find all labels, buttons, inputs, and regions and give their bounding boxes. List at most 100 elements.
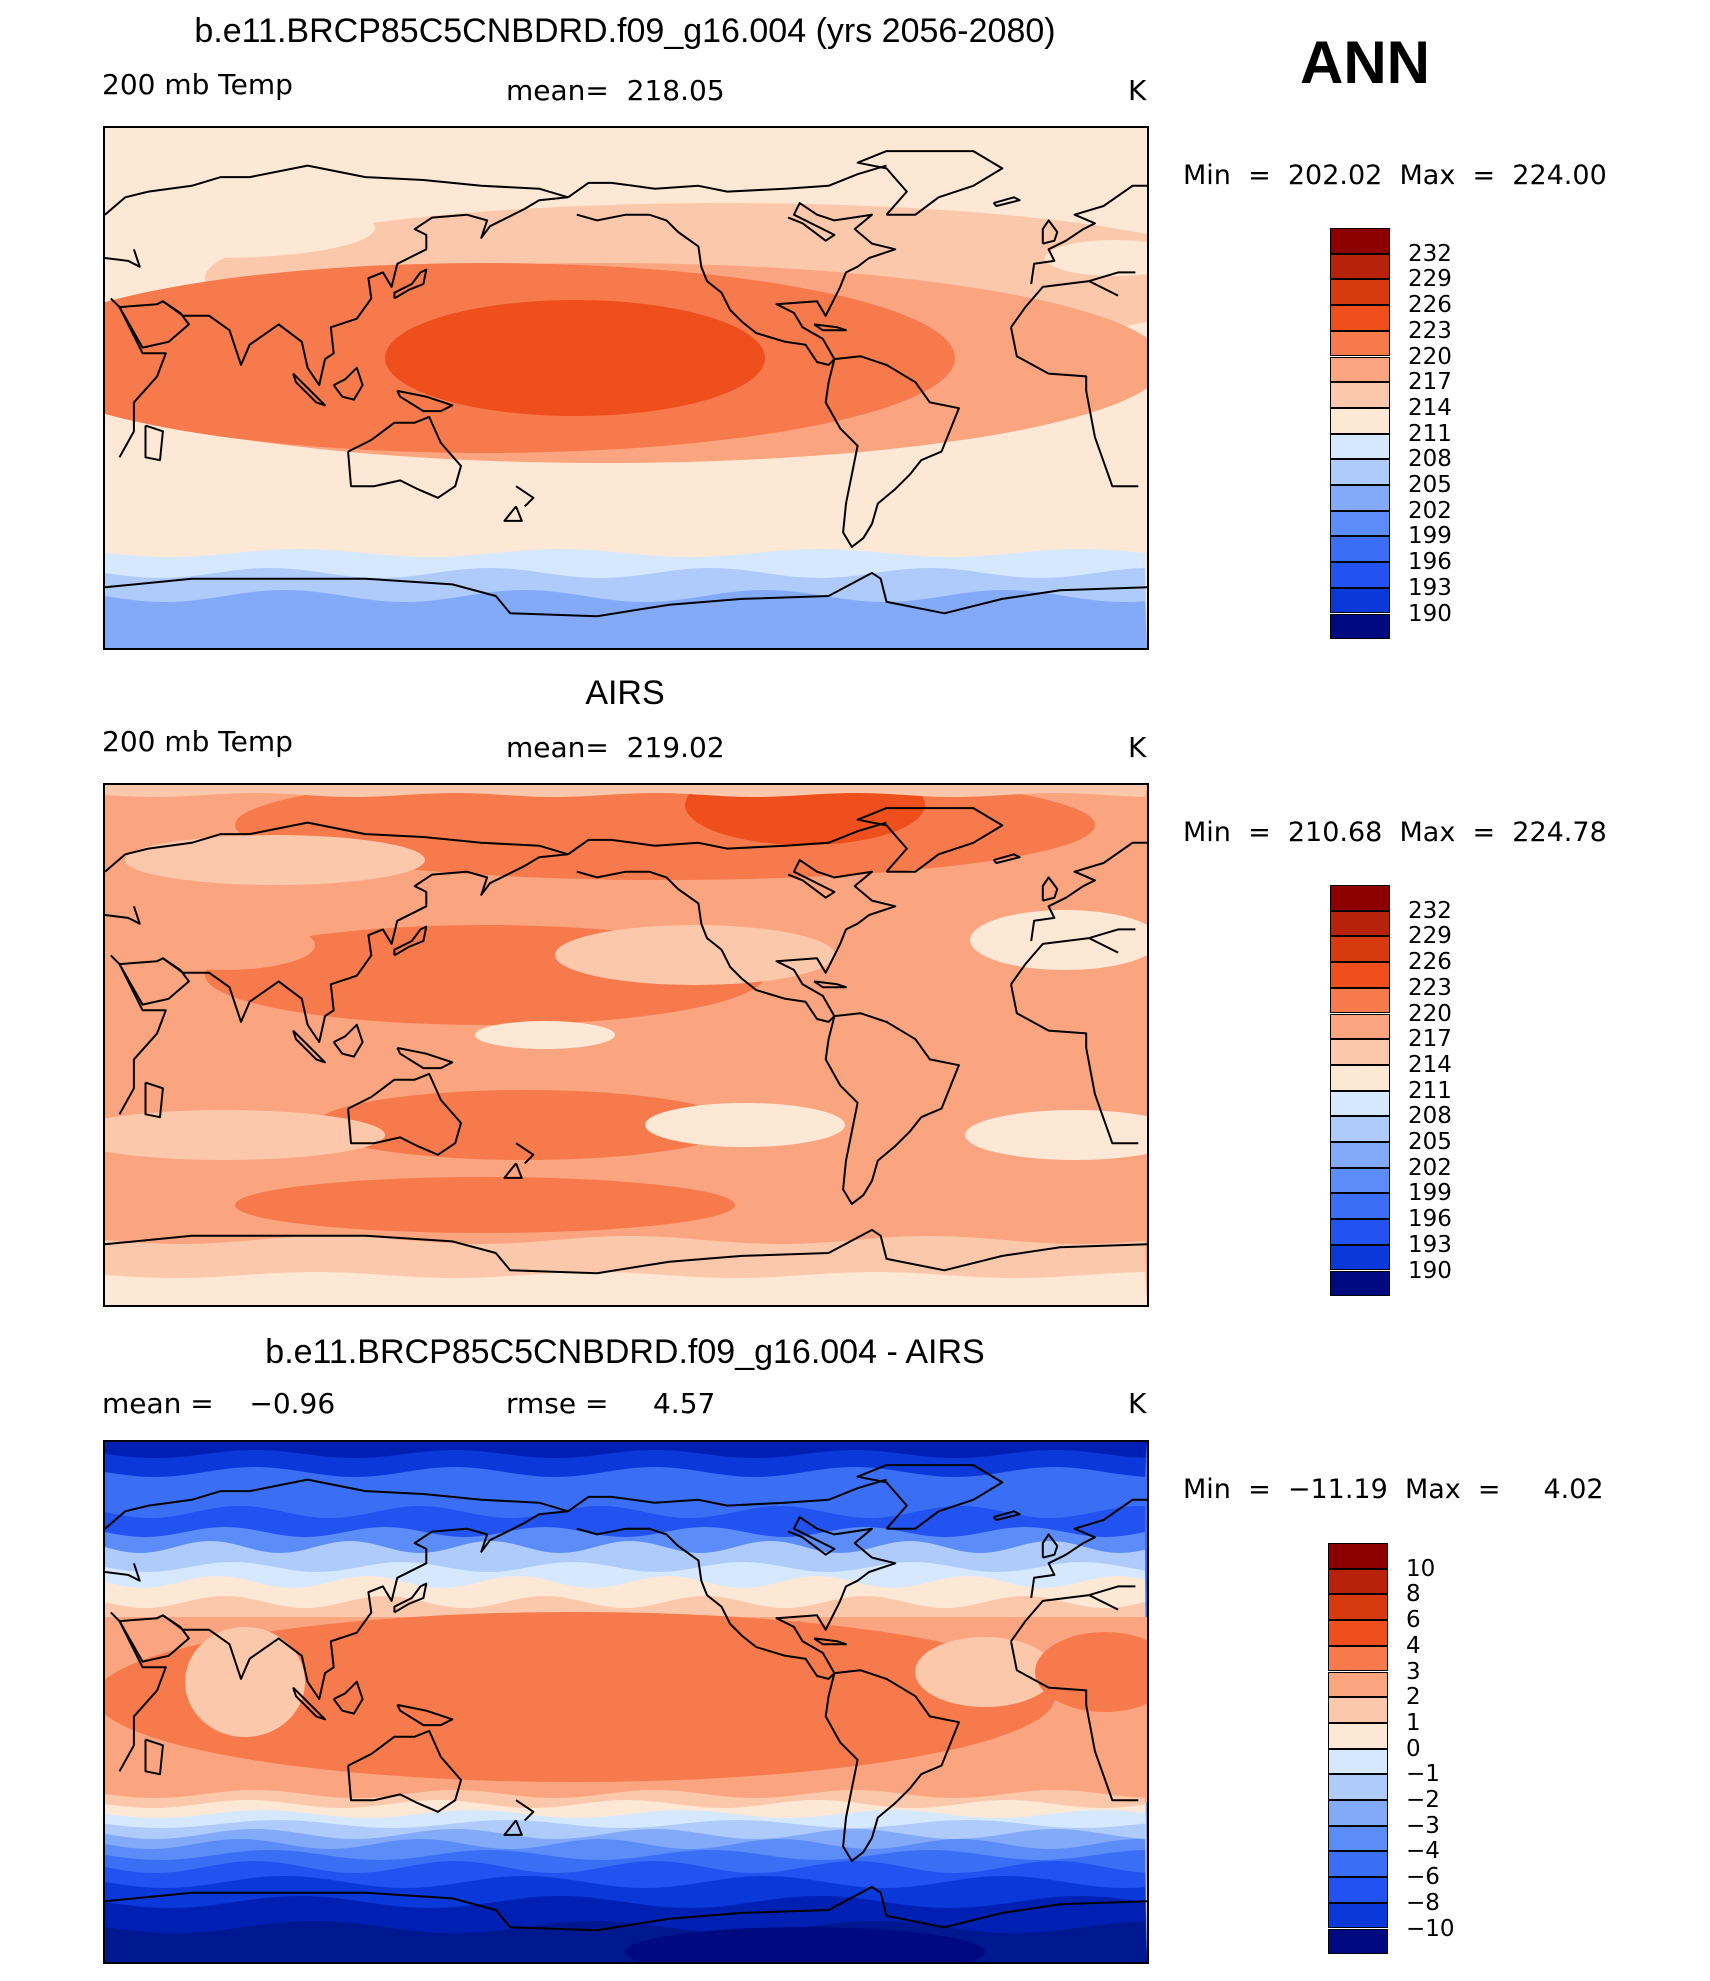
colorbar-label: −4	[1406, 1838, 1440, 1865]
colorbar-label: 217	[1408, 1026, 1452, 1053]
colorbar-label: 220	[1408, 343, 1452, 370]
contour-region	[645, 1103, 845, 1147]
contour-region	[105, 1110, 385, 1160]
coastline	[393, 925, 428, 957]
colorbar-swatch	[1330, 228, 1390, 254]
colorbar-label: 190	[1408, 1257, 1452, 1284]
coastline	[396, 1046, 454, 1070]
units-label-model: K	[1128, 74, 1147, 107]
coastline	[162, 853, 569, 1044]
coastline	[567, 164, 887, 199]
panel-title-model: b.e11.BRCP85C5CNBDRD.f09_g16.004 (yrs 20…	[194, 12, 1056, 50]
colorbar-label: −8	[1406, 1889, 1440, 1916]
coastline	[856, 1464, 1004, 1530]
coastline	[992, 196, 1021, 207]
contour-region	[315, 1090, 735, 1160]
coastline	[396, 1703, 454, 1727]
colorbar-swatch	[1328, 1543, 1388, 1569]
colorbar-label: 229	[1408, 923, 1452, 950]
coastline	[396, 389, 454, 413]
colorbar-label: 226	[1408, 292, 1452, 319]
colorbar-label: 217	[1408, 369, 1452, 396]
colorbar-label: 232	[1408, 897, 1452, 924]
coastline	[515, 1799, 535, 1822]
coastline	[1010, 984, 1139, 1145]
colorbar-swatch	[1330, 279, 1390, 306]
coastline	[992, 853, 1021, 864]
panel-title-obs: AIRS	[585, 674, 665, 712]
colorbar-swatch	[1330, 330, 1390, 357]
coastline	[1041, 876, 1059, 902]
colorbar-swatch	[1330, 510, 1390, 537]
coastline	[105, 164, 569, 216]
colorbar-label: 214	[1408, 394, 1452, 421]
colorbar-swatch	[1330, 356, 1390, 383]
coastline	[1030, 841, 1147, 942]
contour-band	[105, 1272, 1147, 1305]
coastline	[515, 1142, 535, 1165]
colorbar-label: 10	[1406, 1555, 1436, 1582]
colorbar-swatch	[1330, 562, 1390, 588]
colorbar-label: 220	[1408, 1000, 1452, 1027]
contour-band	[105, 590, 1147, 648]
colorbar-label: 199	[1408, 523, 1452, 550]
colorbar-swatch	[1328, 1748, 1388, 1775]
coastline	[576, 202, 897, 366]
contour-region	[125, 835, 425, 885]
colorbar-swatch	[1330, 962, 1390, 988]
contour-band	[105, 1442, 1147, 1458]
map-svg-obs	[105, 785, 1147, 1305]
colorbar-swatch	[1330, 407, 1390, 434]
mean-label-obs: mean= 219.02	[506, 731, 725, 764]
coastline	[105, 1562, 141, 1582]
colorbar-obs: 232 229 226 223 220 217 214 211 208 205 202 199 196 1…	[1330, 885, 1452, 1297]
colorbar-label: −1	[1406, 1761, 1440, 1788]
colorbar-swatch	[1330, 613, 1390, 640]
units-label-diff: K	[1128, 1387, 1147, 1420]
coastline	[576, 1516, 897, 1680]
colorbar-swatch	[1330, 1090, 1390, 1117]
colorbar-label: 193	[1408, 1231, 1452, 1258]
map-obs	[103, 783, 1149, 1307]
colorbar-swatch	[1330, 305, 1390, 331]
colorbar-label: 202	[1408, 497, 1452, 524]
colorbar-swatch	[1328, 1697, 1388, 1723]
contour-region	[625, 1927, 985, 1962]
season-label: ANN	[1300, 29, 1430, 96]
map-svg-diff	[105, 1442, 1147, 1962]
coastline	[1010, 280, 1119, 328]
coastline	[118, 957, 190, 1006]
coastline	[1088, 1585, 1136, 1597]
colorbar-swatch	[1328, 1645, 1388, 1672]
coastline	[515, 485, 535, 508]
map-diff	[103, 1440, 1149, 1964]
colorbar-label: 2	[1406, 1684, 1421, 1711]
coastline	[393, 268, 428, 300]
coastline	[856, 150, 1004, 216]
colorbar-diff: 10 8 6 4 3 2 1 0 −1 −2 −3 −4 −6 −8 −10	[1328, 1543, 1455, 1955]
coastline	[1041, 1533, 1059, 1559]
coastline	[105, 1228, 1147, 1275]
contour-region	[185, 1627, 305, 1737]
colorbar-swatch	[1330, 1039, 1390, 1065]
colorbar-label: 205	[1408, 472, 1452, 498]
contour-region	[385, 300, 765, 416]
coastline	[1088, 928, 1136, 940]
contour-region	[135, 920, 315, 970]
colorbar-swatch	[1330, 936, 1390, 963]
colorbar-swatch	[1328, 1774, 1388, 1800]
contour-region	[1045, 240, 1147, 276]
contour-region	[965, 1110, 1147, 1160]
coastline	[162, 196, 569, 387]
rmse-label-diff: rmse = 4.57	[506, 1387, 716, 1420]
colorbar-swatch	[1330, 1116, 1390, 1142]
panel-title-diff: b.e11.BRCP85C5CNBDRD.f09_g16.004 - AIRS	[265, 1333, 985, 1371]
minmax-label-diff: Min = −11.19 Max = 4.02	[1183, 1474, 1604, 1505]
colorbar-swatch	[1330, 1270, 1390, 1297]
colorbar-swatch	[1328, 1928, 1388, 1955]
coastline	[1041, 219, 1059, 245]
variable-label-obs: 200 mb Temp	[102, 725, 293, 758]
colorbar-label: 208	[1408, 1103, 1452, 1130]
coastline	[162, 1510, 569, 1701]
coastline	[105, 248, 141, 268]
